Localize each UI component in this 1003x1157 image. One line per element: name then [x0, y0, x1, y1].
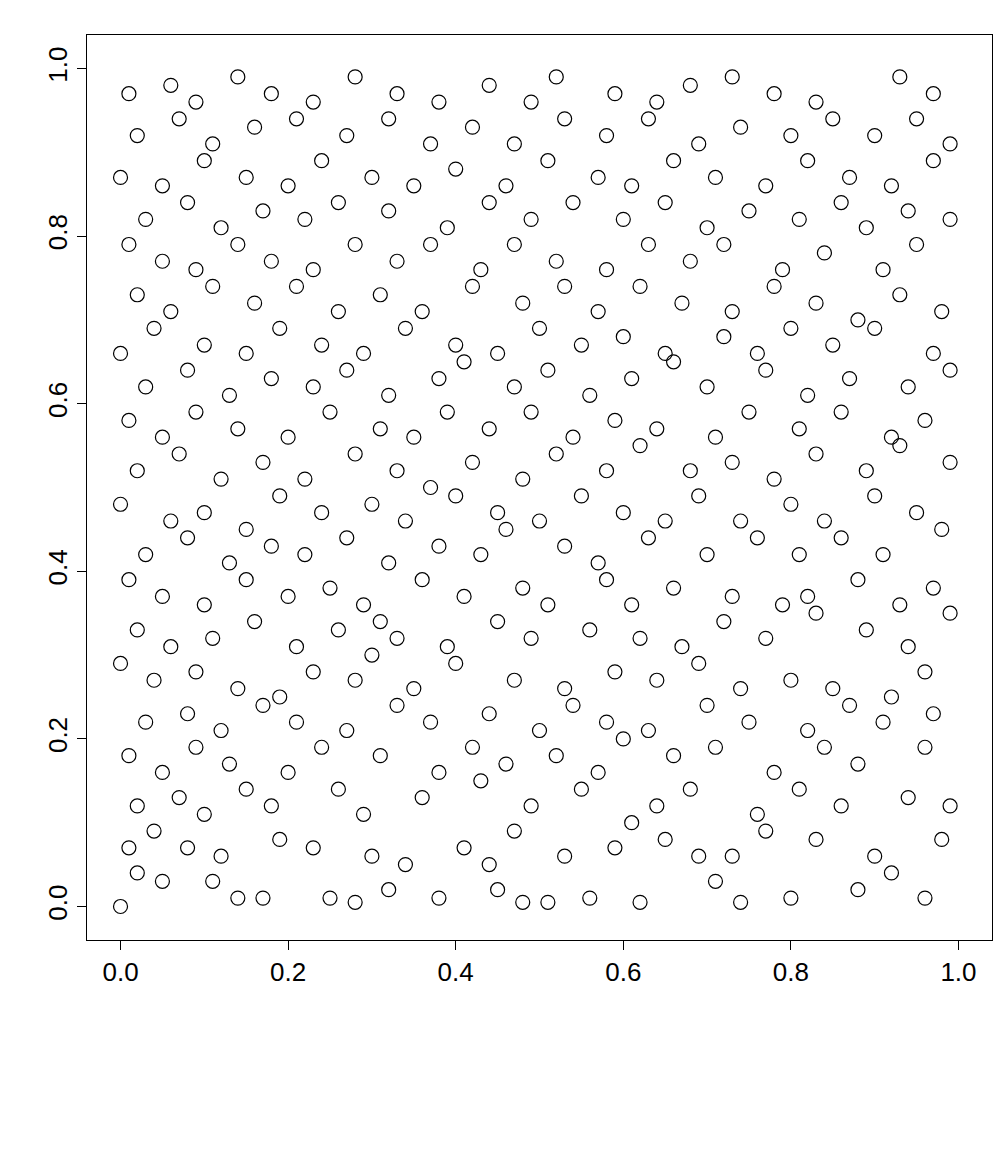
svg-text:0.2: 0.2 [270, 957, 306, 987]
svg-text:0.8: 0.8 [773, 957, 809, 987]
svg-text:0.6: 0.6 [605, 957, 641, 987]
svg-text:0.8: 0.8 [43, 214, 73, 250]
svg-text:0.4: 0.4 [43, 549, 73, 585]
svg-text:0.0: 0.0 [102, 957, 138, 987]
svg-text:1.0: 1.0 [43, 47, 73, 83]
svg-text:1.0: 1.0 [940, 957, 976, 987]
svg-text:0.2: 0.2 [43, 717, 73, 753]
svg-text:0.6: 0.6 [43, 382, 73, 418]
svg-text:0.4: 0.4 [438, 957, 474, 987]
svg-text:0.0: 0.0 [43, 885, 73, 921]
